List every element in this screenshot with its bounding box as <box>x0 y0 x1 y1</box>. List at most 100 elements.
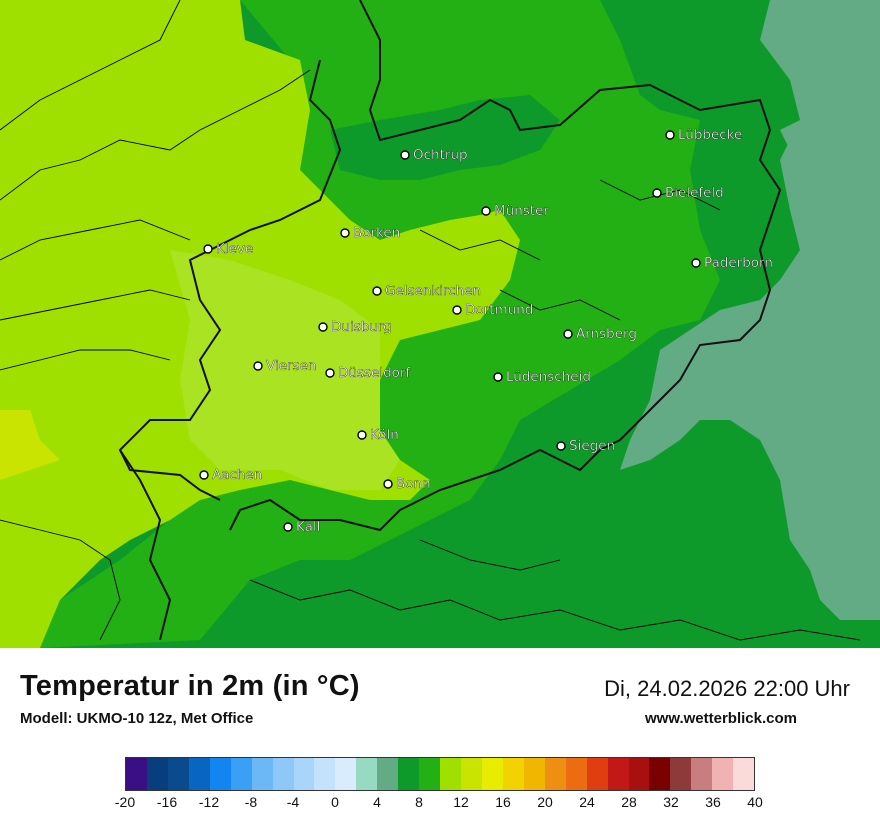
legend-tick-label: 28 <box>621 794 637 810</box>
city-label: Gelsenkirchen <box>385 283 481 299</box>
outline-7 <box>419 229 541 261</box>
outline-9 <box>249 579 861 641</box>
city-label: Bielefeld <box>665 185 724 201</box>
map-region-pale <box>170 250 400 490</box>
city-marker: Paderborn <box>691 255 773 271</box>
legend-swatch <box>544 758 566 790</box>
city-marker: Siegen <box>556 438 615 454</box>
outline-5 <box>0 349 171 371</box>
map-region-yellow <box>0 410 60 480</box>
city-label: Kall <box>296 519 320 535</box>
legend-swatch <box>209 758 231 790</box>
city-dot <box>325 368 335 378</box>
outline-2 <box>0 69 311 201</box>
city-label: Kleve <box>216 241 253 257</box>
city-dot <box>318 322 328 332</box>
legend-swatch <box>419 758 441 790</box>
legend-tick-label: 12 <box>453 794 469 810</box>
legend-tick-label: -16 <box>156 794 178 810</box>
city-dot <box>372 286 382 296</box>
city-label: Bonn <box>396 476 431 492</box>
legend-swatch <box>733 758 755 790</box>
legend-swatch <box>461 758 482 790</box>
temperature-map: Ochtrup Lübbecke Münster Bielefeld Borken Kle… <box>0 0 880 648</box>
legend-swatch <box>523 758 545 790</box>
map-title: Temperatur in 2m (in °C) <box>20 670 360 702</box>
city-dot <box>199 470 209 480</box>
city-dot <box>652 188 662 198</box>
legend-swatch <box>670 758 692 790</box>
outline-3 <box>0 219 191 261</box>
city-dot <box>691 258 701 268</box>
city-marker: Düsseldorf <box>325 365 412 381</box>
city-label: Münster <box>494 203 549 219</box>
city-marker: Gelsenkirchen <box>372 283 481 299</box>
city-marker: Lüdenscheid <box>493 369 591 385</box>
legend-swatch <box>607 758 629 790</box>
legend-tick-label: 0 <box>331 794 339 810</box>
legend-ticks: -20 -16 -12 -8 -4 0 4 8 12 16 20 24 28 32 36 40 <box>0 794 880 814</box>
legend-swatch <box>398 758 420 790</box>
legend-swatch <box>377 758 399 790</box>
city-label: Köln <box>370 427 399 443</box>
legend-tick-label: 32 <box>663 794 679 810</box>
city-label: Dortmund <box>465 302 533 318</box>
legend-swatch <box>335 758 357 790</box>
city-marker: Bonn <box>383 476 431 492</box>
city-dot <box>493 372 503 382</box>
city-label: Lübbecke <box>678 127 742 143</box>
city-marker: Köln <box>357 427 399 443</box>
legend-swatch <box>712 758 734 790</box>
city-dot <box>203 244 213 254</box>
outline-4 <box>0 289 191 321</box>
legend-tick-label: 36 <box>705 794 721 810</box>
city-dot <box>556 441 566 451</box>
legend-swatch <box>272 758 294 790</box>
city-dot <box>563 329 573 339</box>
legend-swatch <box>649 758 671 790</box>
city-label: Siegen <box>569 438 615 454</box>
border-nrw-east <box>229 0 782 532</box>
map-region-dark-patch <box>330 95 560 180</box>
city-dot <box>481 206 491 216</box>
legend-swatch <box>251 758 273 790</box>
legend-tick-label: 4 <box>373 794 381 810</box>
legend-tick-label: 40 <box>747 794 763 810</box>
city-marker: Kall <box>283 519 321 535</box>
city-label: Lüdenscheid <box>506 369 591 385</box>
city-label: Aachen <box>212 467 262 483</box>
city-marker: Duisburg <box>318 319 392 335</box>
city-label: Düsseldorf <box>338 365 411 381</box>
legend-tick-label: -4 <box>286 794 300 810</box>
model-info: Modell: UKMO-10 12z, Met Office <box>20 710 254 727</box>
legend-tick-label: 16 <box>495 794 511 810</box>
legend-swatch <box>628 758 650 790</box>
legend-swatch <box>481 758 503 790</box>
legend-swatch <box>502 758 524 790</box>
outline-6 <box>0 519 121 641</box>
city-marker: Kleve <box>203 241 253 257</box>
border-nl-de <box>118 59 342 501</box>
legend-swatch <box>314 758 336 790</box>
city-marker: Arnsberg <box>563 326 637 342</box>
city-label: Borken <box>353 225 400 241</box>
city-label: Paderborn <box>704 255 773 271</box>
legend-swatch <box>586 758 608 790</box>
outline-1 <box>0 0 181 131</box>
city-dot <box>400 150 410 160</box>
legend-swatch <box>146 758 168 790</box>
city-dot <box>357 430 367 440</box>
legend-swatch <box>188 758 210 790</box>
city-dot <box>253 361 263 371</box>
color-legend <box>125 757 755 791</box>
legend-tick-label: -8 <box>244 794 258 810</box>
map-region-teal-spot <box>780 120 825 155</box>
website-link[interactable]: www.wetterblick.com <box>645 710 797 727</box>
city-marker: Aachen <box>199 467 263 483</box>
outline-10 <box>419 539 561 571</box>
legend-tick-label: -12 <box>198 794 220 810</box>
city-marker: Bielefeld <box>652 185 724 201</box>
map-region-teal <box>620 0 880 620</box>
city-marker: Ochtrup <box>400 147 468 163</box>
city-marker: Münster <box>481 203 550 219</box>
